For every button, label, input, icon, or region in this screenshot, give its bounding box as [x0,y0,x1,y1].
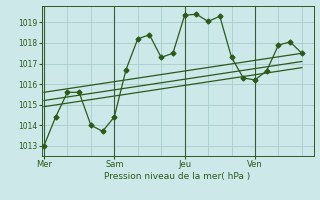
X-axis label: Pression niveau de la mer( hPa ): Pression niveau de la mer( hPa ) [104,172,251,181]
